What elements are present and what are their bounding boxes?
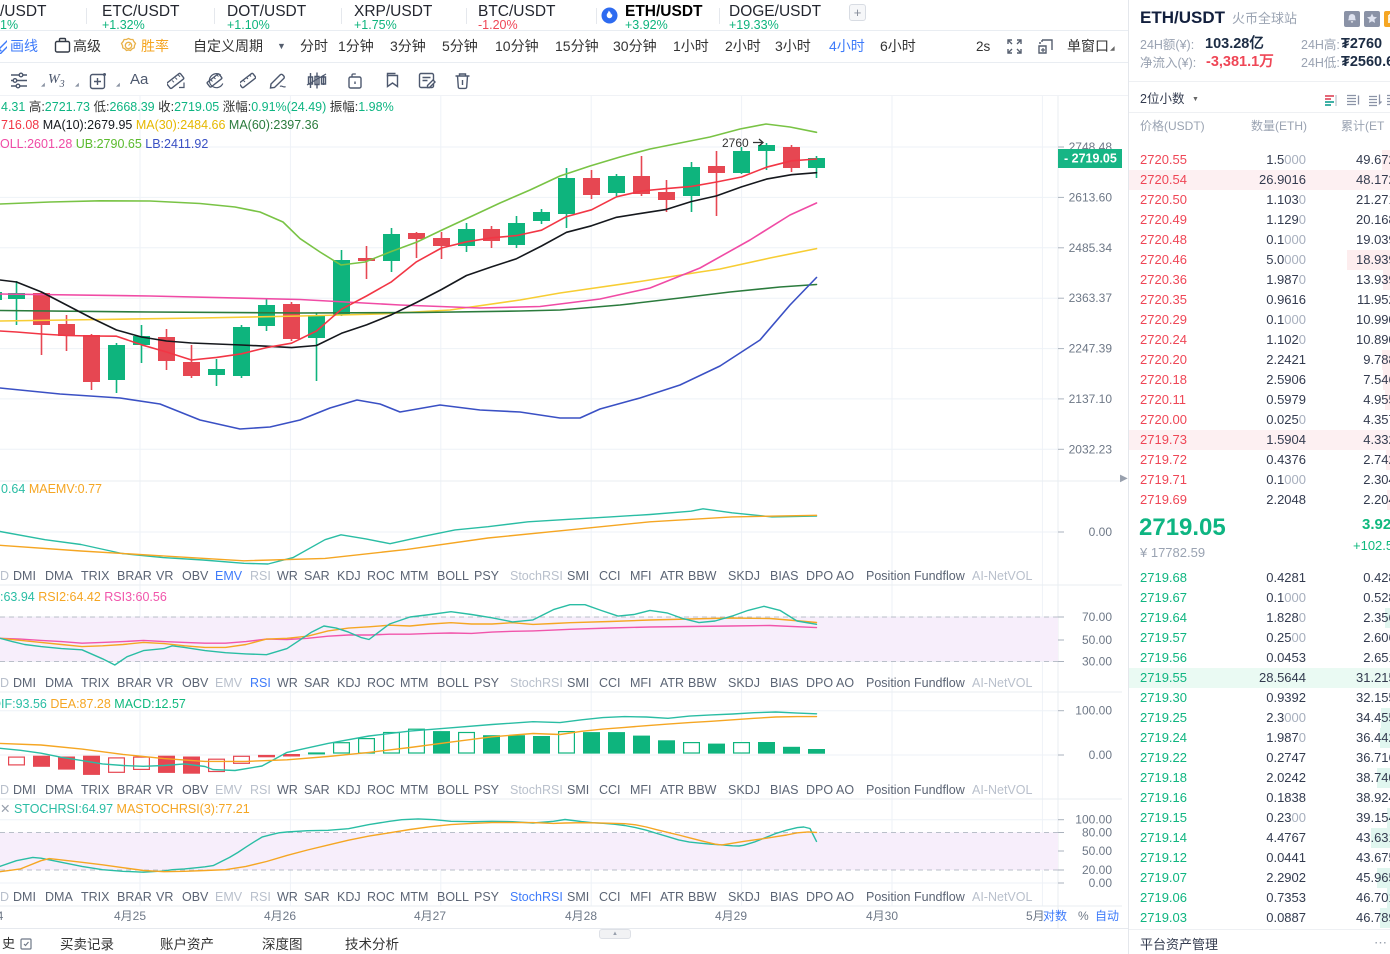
svg-text:2032.23: 2032.23: [1069, 442, 1113, 456]
svg-text:50.00: 50.00: [1082, 844, 1112, 858]
svg-text:100.00: 100.00: [1075, 813, 1112, 827]
svg-text:50.00: 50.00: [1082, 633, 1112, 647]
svg-text:2247.39: 2247.39: [1069, 342, 1113, 356]
svg-text:20.00: 20.00: [1082, 863, 1112, 877]
svg-text:2137.10: 2137.10: [1069, 392, 1113, 406]
svg-text:70.00: 70.00: [1082, 610, 1112, 624]
svg-text:0.00: 0.00: [1089, 525, 1113, 539]
svg-text:30.00: 30.00: [1082, 655, 1112, 669]
svg-text:2363.37: 2363.37: [1069, 291, 1113, 305]
svg-text:0.00: 0.00: [1089, 876, 1113, 890]
svg-text:2760: 2760: [722, 136, 749, 150]
svg-text:0.00: 0.00: [1089, 748, 1113, 762]
svg-text:▶: ▶: [1120, 473, 1128, 484]
svg-text:80.00: 80.00: [1082, 826, 1112, 840]
svg-text:100.00: 100.00: [1075, 704, 1112, 718]
svg-text:- 2719.05: - 2719.05: [1064, 152, 1117, 166]
svg-text:2485.34: 2485.34: [1069, 241, 1113, 255]
svg-text:2613.60: 2613.60: [1069, 190, 1113, 204]
